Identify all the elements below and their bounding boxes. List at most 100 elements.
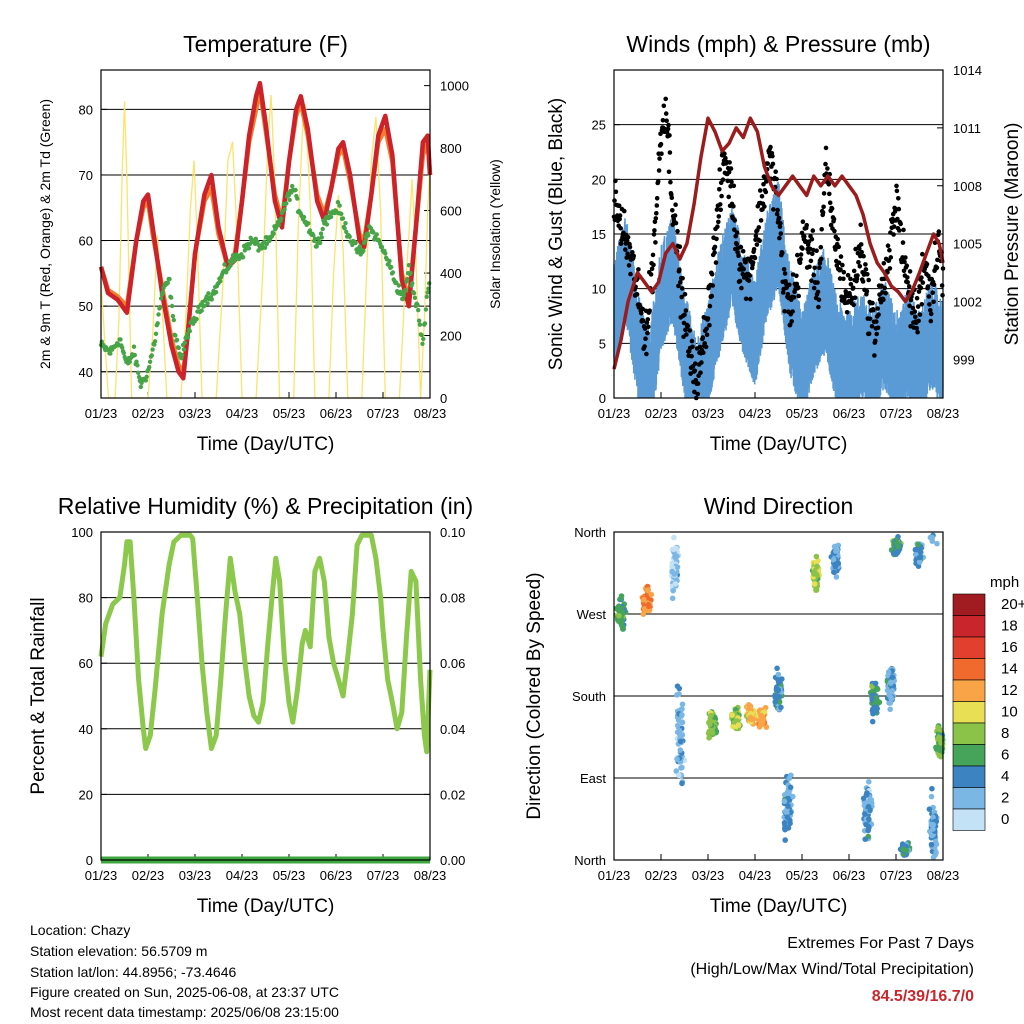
p3-x-tick-label: 03/23 [179,868,212,883]
wind-gust-point [732,227,737,232]
dewpoint-point [401,293,407,298]
wind-direction-point [775,687,781,694]
legend-title: mph [990,574,1019,591]
latlon-text: Station lat/lon: 44.8956; -73.4646 [30,964,237,980]
temp-2m-line [98,80,433,381]
wind-gust-point [618,241,624,247]
wind-direction-point [645,602,652,608]
dewpoint-point [318,231,324,236]
wind-direction-point [930,854,937,861]
dewpoint-point [406,263,412,268]
wind-gust-point [777,224,783,229]
wind-gust-point [689,338,695,344]
wind-direction-point [873,698,880,705]
wind-gust-point [709,293,715,299]
wind-direction-point [862,836,868,842]
wind-gust-point [841,269,847,275]
legend-swatch [952,744,986,767]
dewpoint-point [213,290,219,295]
wind-gust-point [820,210,826,215]
wind-direction-point [616,613,622,619]
wind-gust-point [718,207,723,213]
wind-gust-point [677,244,683,249]
dewpoint-point [412,295,418,300]
wind-gust-point [931,299,936,305]
wind-direction-point [772,699,779,705]
wind-gust-point [757,238,762,243]
wind-direction-point [917,554,924,560]
wind-direction-point [903,847,910,854]
wind-gust-point [695,381,701,386]
wind-gust-point [865,272,870,277]
wind-gust-point [666,169,672,175]
wind-direction-point [641,596,647,603]
dewpoint-point [246,246,252,251]
wind-gust-point [675,228,680,234]
p1-x-tick-label: 01/23 [85,406,118,421]
p4-y-tick-label: South [572,689,606,704]
dewpoint-point [153,331,159,336]
wind-gust-point [782,271,788,276]
wind-gust-point [881,261,887,266]
wind-gust-point [914,295,920,301]
dewpoint-point [136,374,142,380]
dewpoint-point [222,262,227,267]
wind-gust-point [838,267,843,272]
wind-gust-point [722,151,727,156]
p4-x-tick-label: 05/23 [786,868,819,883]
wind-gust-point [645,330,650,336]
p2-x-tick-label: 06/23 [833,406,866,421]
dewpoint-point [279,216,284,221]
p4-x-tick-label: 03/23 [692,868,725,883]
wind-direction-point [930,826,936,832]
wind-gust-point [665,126,671,132]
wind-gust-point [715,224,720,229]
wind-gust-point [740,248,746,254]
wind-gust-point [693,361,698,366]
wind-gust-point [653,240,658,245]
wind-direction-point [830,556,837,563]
wind-gust-point [919,302,925,307]
wind-direction-point [887,706,893,713]
wind-gust-point [800,219,806,224]
dewpoint-point [187,328,192,334]
wind-gust-point [898,221,903,227]
wind-gust-point [688,371,693,376]
p2-y-tick-label: 25 [592,118,606,133]
wind-gust-point [836,244,841,250]
wind-gust-point [833,247,838,252]
dewpoint-point [171,317,176,323]
p1-y-tick-label: 70 [79,168,93,183]
p2-y-axis-label: Sonic Wind & Gust (Blue, Black) [546,98,567,370]
wind-direction-point [888,694,894,700]
dewpoint-point [131,344,137,349]
wind-gust-point [618,226,623,231]
wind-gust-point [737,278,743,284]
dewpoint-point [167,276,172,282]
dewpoint-point [218,279,223,284]
p3-y-tick-label: 100 [71,525,93,540]
wind-direction-point [669,595,676,602]
dewpoint-point [276,222,281,228]
dewpoint-point [389,264,394,270]
wind-gust-point [816,304,821,310]
dewpoint-point [173,333,178,338]
wind-direction-point [813,553,820,560]
wind-gust-point [645,317,651,322]
wind-direction-point [779,676,785,682]
wind-gust-point [917,312,923,317]
p1-y-tick-label: 80 [79,102,93,117]
wind-gust-point [683,308,689,313]
wind-gust-point [867,316,873,322]
p2-y2-axis-label: Station Pressure (Maroon) [1002,123,1023,346]
wind-gust-point [885,243,891,248]
wind-gust-point [773,169,778,174]
p3-x-tick-label: 01/23 [85,868,118,883]
p1-x-axis-label: Time (Day/UTC) [197,434,335,455]
dewpoint-point [264,241,269,247]
wind-direction-point [928,793,935,800]
p2-y-tick-label: 10 [592,282,606,297]
legend-swatch [952,765,986,788]
legend-label: 14 [1001,661,1018,678]
wind-direction-point [868,797,875,803]
